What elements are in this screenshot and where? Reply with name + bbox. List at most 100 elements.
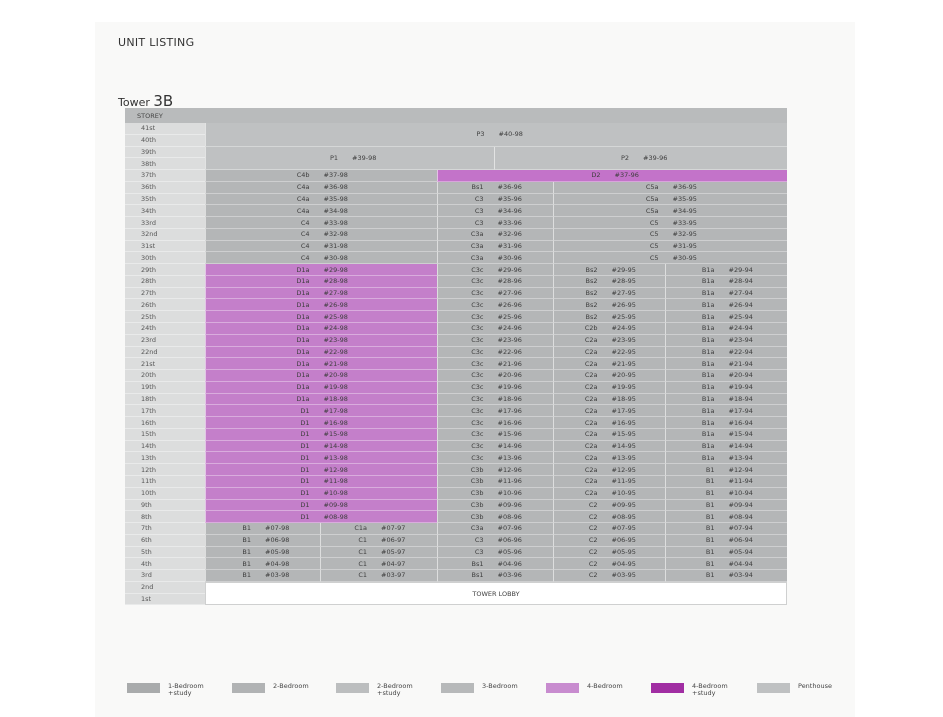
unit-type: C3c: [471, 394, 484, 403]
unit-type: C1: [358, 536, 367, 545]
legend-item: 4-Bedroom: [546, 683, 623, 693]
unit-type: D1a: [296, 336, 310, 345]
unit-type: C1a: [354, 524, 367, 533]
unit-number: #04-97: [381, 559, 406, 568]
unit-cell: C5 #30-95: [553, 252, 787, 265]
unit-cell: B1a #26-94: [665, 299, 787, 312]
unit-number: #06-98: [265, 536, 290, 545]
unit-cell: C4 #30-98: [205, 252, 437, 265]
unit-number: #14-98: [323, 442, 348, 451]
unit-cell: Bs2 #26-95: [553, 299, 665, 312]
unit-number: #09-95: [611, 500, 636, 509]
unit-type: C1: [358, 571, 367, 580]
unit-cell: C2a #19-95: [553, 381, 665, 394]
unit-type: Bs1: [471, 183, 484, 192]
storey-label: 1st: [125, 593, 205, 606]
unit-number: #04-98: [265, 559, 290, 568]
unit-number: #13-95: [611, 453, 636, 462]
unit-cell: Bs1 #04-96: [437, 558, 553, 571]
unit-type: C3c: [471, 312, 484, 321]
unit-number: #10-96: [497, 489, 522, 498]
unit-cell: C2a #18-95: [553, 393, 665, 406]
storey-label: 11th: [125, 475, 205, 488]
unit-cell: B1 #10-94: [665, 487, 787, 500]
storey-header: STOREY: [125, 108, 787, 123]
unit-type: D1: [300, 430, 310, 439]
unit-number: #31-98: [323, 242, 348, 251]
unit-cell: C2 #09-95: [553, 499, 665, 512]
unit-number: #26-96: [497, 300, 522, 309]
unit-type: D1a: [296, 312, 310, 321]
unit-type: C5: [649, 253, 659, 262]
unit-cell: B1a #16-94: [665, 417, 787, 429]
storey-label: 6th: [125, 534, 205, 547]
unit-number: #21-98: [323, 359, 348, 368]
unit-cell: C2a #14-95: [553, 440, 665, 453]
unit-number: #20-98: [323, 371, 348, 380]
unit-type: B1: [705, 465, 715, 474]
unit-type: C3a: [470, 230, 484, 239]
unit-cell: C3b #11-96: [437, 475, 553, 488]
unit-number: #05-94: [728, 547, 753, 556]
unit-number: #16-94: [728, 418, 753, 427]
unit-cell: C5 #31-95: [553, 240, 787, 253]
unit-number: #32-96: [497, 230, 522, 239]
storey-label: 13th: [125, 452, 205, 465]
unit-type: C5: [649, 242, 659, 251]
unit-cell: C3 #35-96: [437, 193, 553, 206]
unit-type: C3c: [471, 336, 484, 345]
storey-label: 35th: [125, 193, 205, 206]
unit-number: #28-95: [611, 277, 636, 286]
unit-type: C2: [588, 500, 598, 509]
unit-cell: C2 #05-95: [553, 546, 665, 559]
unit-type: C2a: [584, 347, 598, 356]
unit-type: C4a: [296, 206, 310, 215]
unit-type: Bs2: [585, 277, 598, 286]
unit-cell: B1 #06-98: [205, 534, 320, 547]
unit-listing-table: STOREY 41st 40th 39th 38th 37th 36th 35th 34th 3…: [125, 108, 787, 606]
unit-number: #15-98: [323, 430, 348, 439]
legend-label: 4-Bedroom: [587, 682, 623, 690]
unit-number: #08-94: [728, 512, 753, 521]
unit-type: C4: [300, 230, 310, 239]
unit-type: C2a: [584, 489, 598, 498]
unit-cell: C5a #36-95: [553, 181, 787, 194]
unit-number: #23-94: [728, 336, 753, 345]
storey-label: 33rd: [125, 217, 205, 229]
legend: 1-Bedroom +study 2-Bedroom 2-Bedroom +stud…: [0, 683, 943, 703]
unit-number: #14-94: [728, 442, 753, 451]
unit-number: #30-96: [497, 253, 522, 262]
unit-number: #03-94: [728, 571, 753, 580]
tower-prefix: Tower: [118, 96, 150, 109]
unit-cell: C3c #28-96: [437, 275, 553, 288]
unit-cell: C3c #21-96: [437, 358, 553, 371]
unit-cell: C3c #19-96: [437, 381, 553, 394]
unit-number: #39-98: [352, 153, 377, 162]
unit-type: C2: [588, 571, 598, 580]
unit-number: #09-98: [323, 500, 348, 509]
unit-type: B1a: [701, 265, 715, 274]
unit-type: D1a: [296, 359, 310, 368]
storey-label: 19th: [125, 381, 205, 394]
unit-cell: B1a #17-94: [665, 405, 787, 418]
unit-type: D1a: [296, 347, 310, 356]
unit-type: C3c: [471, 406, 484, 415]
unit-cell: C2 #03-95: [553, 570, 665, 582]
unit-type: D1a: [296, 277, 310, 286]
unit-number: #36-96: [497, 183, 522, 192]
unit-cell: B1a #27-94: [665, 287, 787, 300]
unit-number: #24-94: [728, 324, 753, 333]
unit-cell: B1 #08-94: [665, 511, 787, 524]
unit-cell: B1a #14-94: [665, 440, 787, 453]
unit-type: B1: [705, 559, 715, 568]
unit-number: #19-94: [728, 383, 753, 392]
unit-cell: B1 #05-94: [665, 546, 787, 559]
unit-number: #28-96: [497, 277, 522, 286]
unit-number: #37-96: [614, 171, 639, 180]
unit-number: #34-96: [497, 206, 522, 215]
unit-cell: C4 #31-98: [205, 240, 437, 253]
storey-label: 4th: [125, 558, 205, 571]
unit-cell: C2a #11-95: [553, 475, 665, 488]
unit-type: C3b: [470, 489, 484, 498]
unit-number: #21-95: [611, 359, 636, 368]
